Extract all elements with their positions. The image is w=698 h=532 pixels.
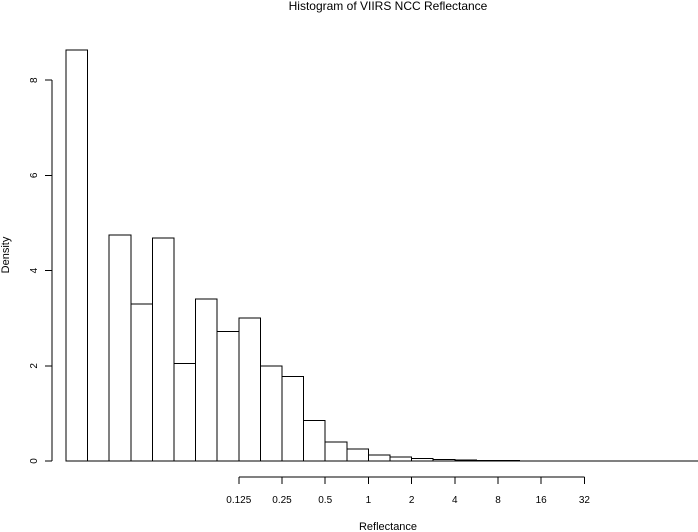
histogram-bar-11 bbox=[303, 420, 326, 462]
y-tick-label-1: 2 bbox=[29, 363, 40, 369]
histogram-bar-10 bbox=[281, 376, 305, 462]
x-tick-label-4: 2 bbox=[409, 495, 415, 506]
chart-title: Histogram of VIIRS NCC Reflectance bbox=[289, 0, 488, 13]
y-axis-label: Density bbox=[0, 236, 12, 273]
y-axis: 0 2 4 6 8 bbox=[29, 77, 53, 464]
y-tick-label-4: 8 bbox=[29, 77, 40, 83]
histogram-bar-7 bbox=[216, 331, 240, 462]
histogram-bar-8 bbox=[238, 317, 261, 462]
histogram-bar-14 bbox=[367, 454, 391, 462]
histogram-bar-2 bbox=[108, 234, 132, 462]
x-tick-label-8: 32 bbox=[579, 495, 591, 506]
histogram-bar-0 bbox=[65, 49, 88, 462]
y-tick-label-2: 4 bbox=[29, 267, 40, 273]
histogram-bar-12 bbox=[324, 441, 348, 462]
x-tick-label-6: 8 bbox=[495, 495, 501, 506]
histogram-bar-3 bbox=[130, 303, 153, 462]
histogram-bar-13 bbox=[346, 448, 369, 462]
x-tick-label-0: 0.125 bbox=[226, 495, 251, 506]
x-axis: 0.125 0.25 0.5 1 2 4 8 16 32 bbox=[226, 476, 591, 506]
histogram-bar-6 bbox=[195, 298, 218, 462]
histogram-bar-4 bbox=[151, 237, 175, 462]
y-tick-label-3: 6 bbox=[29, 172, 40, 178]
histogram-bars bbox=[65, 49, 698, 462]
y-tick-label-0: 0 bbox=[29, 458, 40, 464]
x-tick-label-1: 0.25 bbox=[272, 495, 292, 506]
x-tick-label-2: 0.5 bbox=[318, 495, 332, 506]
x-tick-label-5: 4 bbox=[452, 495, 458, 506]
histogram-bar-5 bbox=[173, 362, 197, 462]
x-tick-label-7: 16 bbox=[536, 495, 548, 506]
x-tick-label-3: 1 bbox=[366, 495, 372, 506]
histogram-bar-15 bbox=[389, 456, 413, 462]
histogram-bar-9 bbox=[259, 365, 283, 462]
x-axis-label: Reflectance bbox=[359, 521, 417, 532]
